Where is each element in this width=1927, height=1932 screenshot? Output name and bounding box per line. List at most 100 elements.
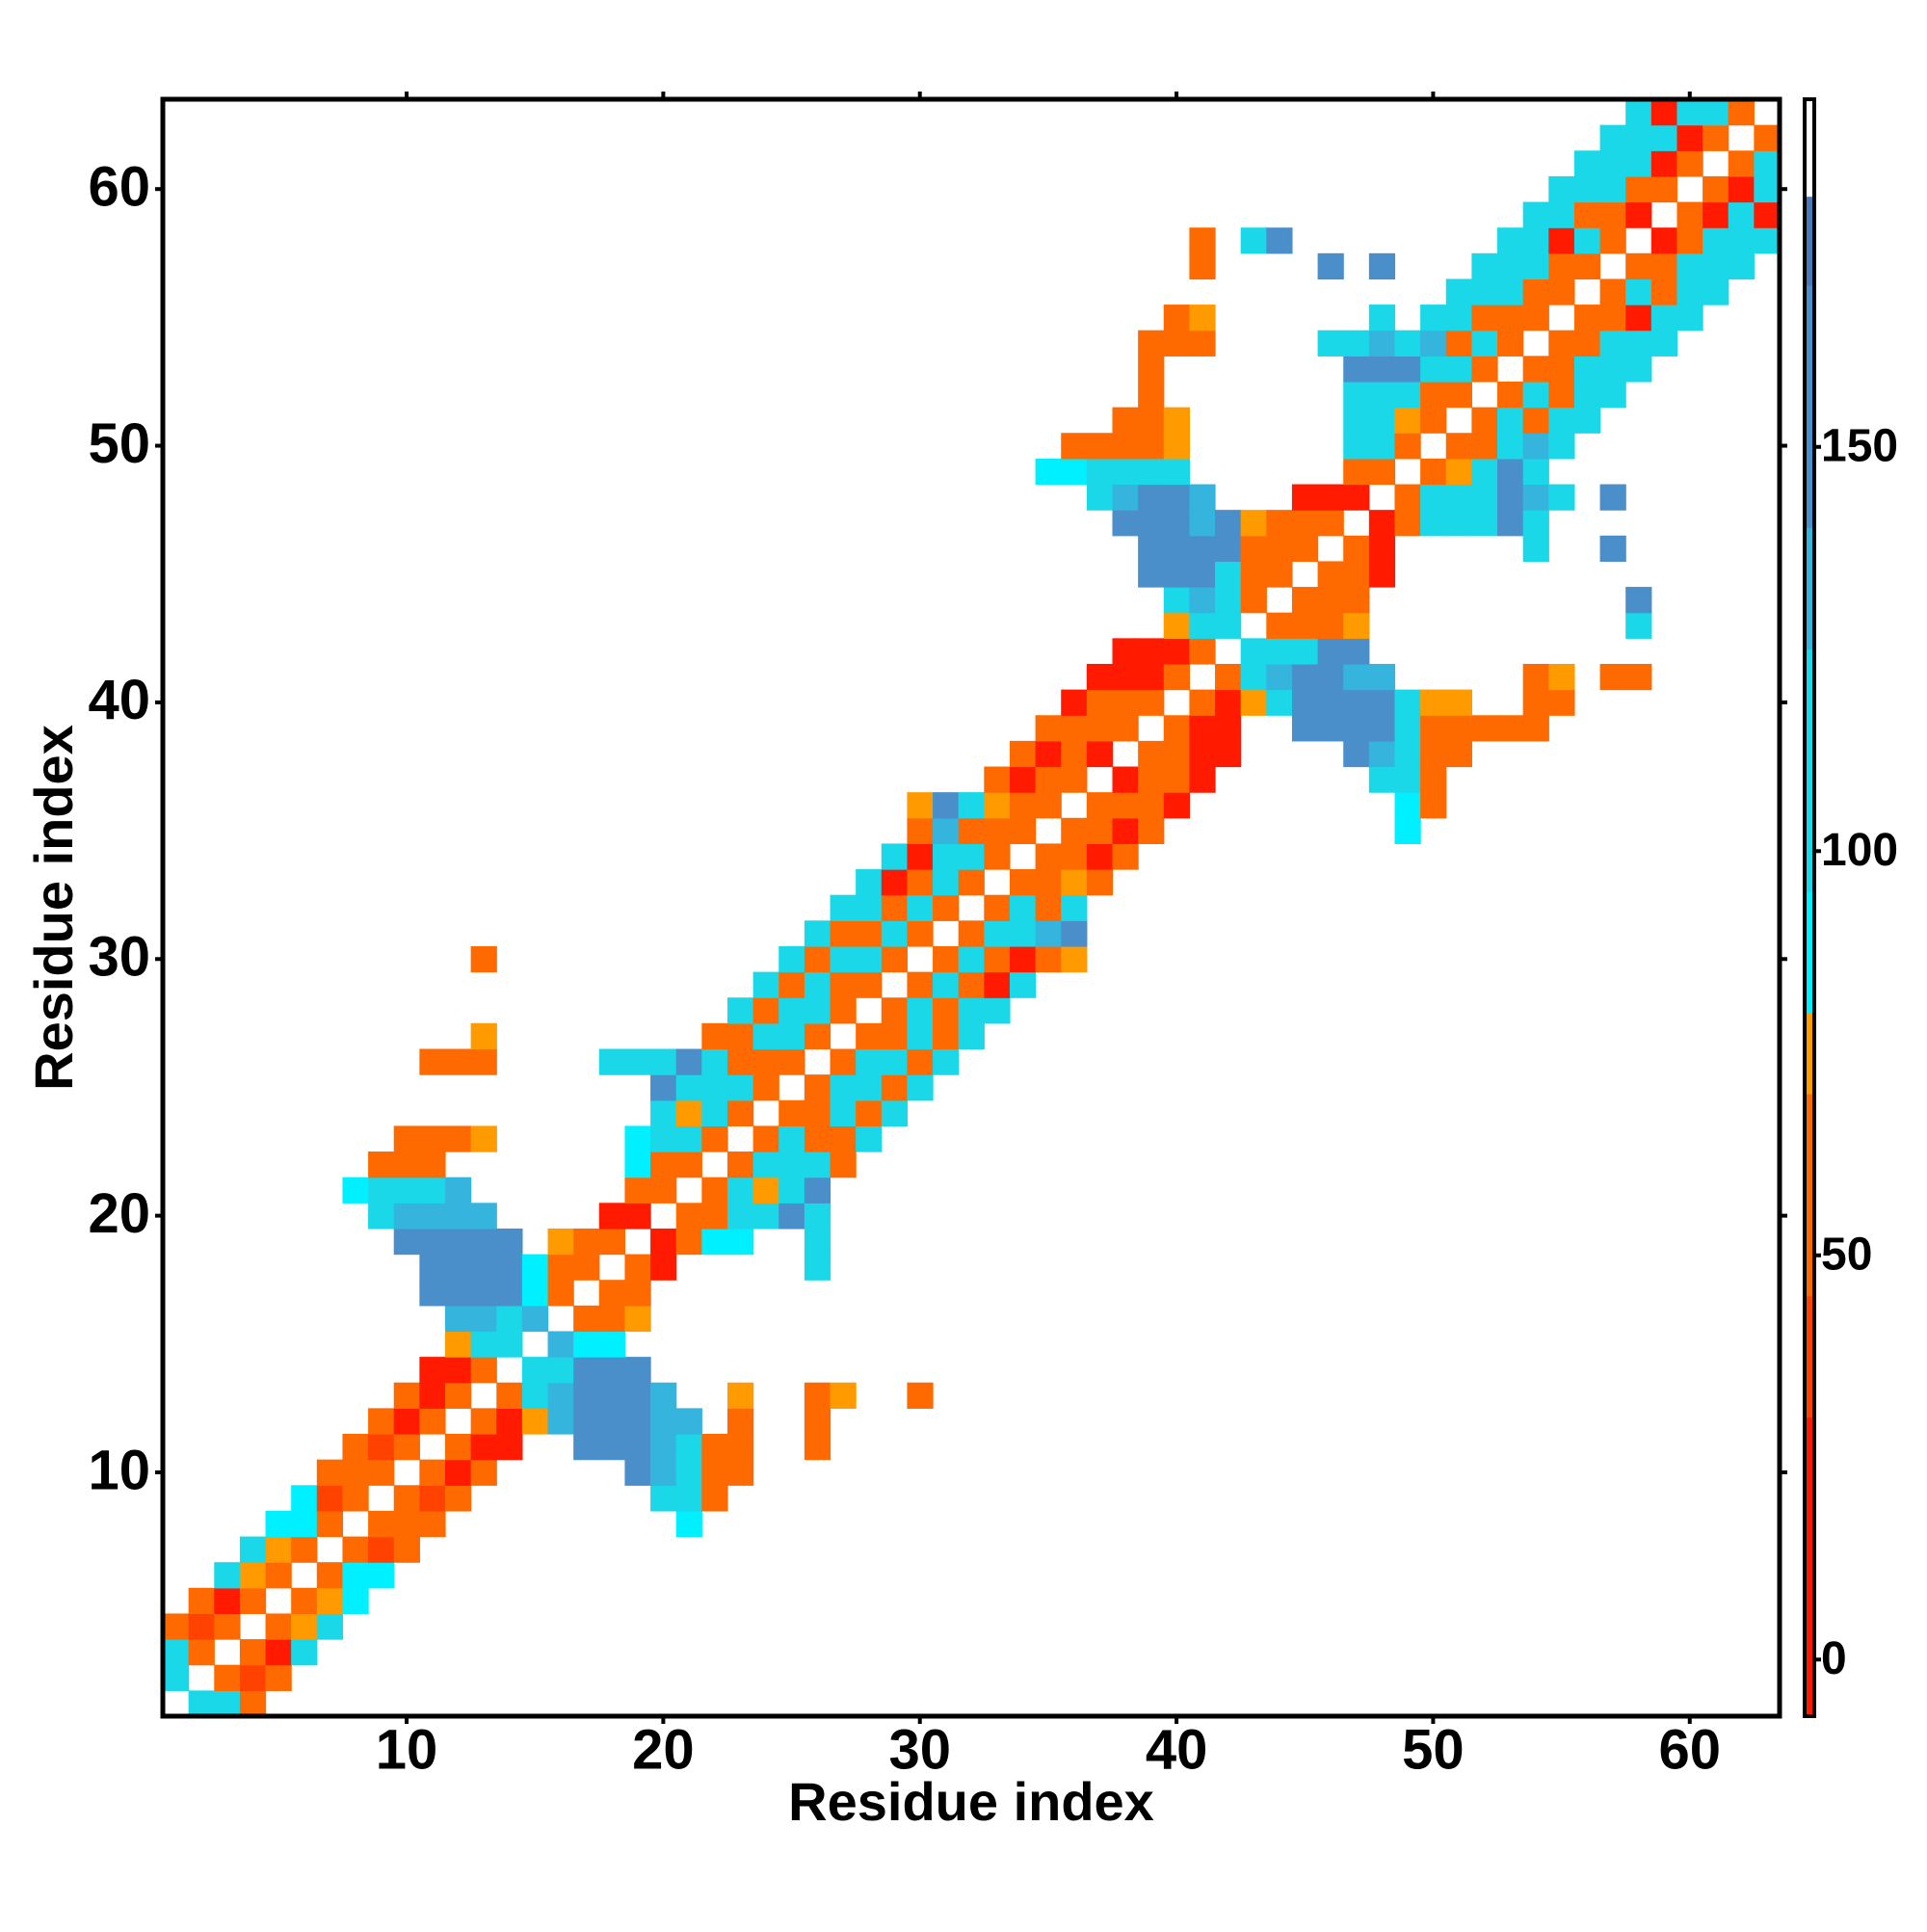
heatmap-cell xyxy=(470,1459,497,1486)
heatmap-cell xyxy=(1317,330,1344,357)
heatmap-cell xyxy=(444,1331,472,1358)
heatmap-cell xyxy=(1163,484,1190,511)
heatmap-cell xyxy=(470,1434,497,1461)
heatmap-cell xyxy=(188,1639,215,1666)
heatmap-cell xyxy=(1035,458,1062,486)
heatmap-cell xyxy=(1112,843,1139,870)
heatmap-cell xyxy=(779,1203,805,1230)
heatmap-cell xyxy=(1138,792,1165,819)
heatmap-cell xyxy=(675,1434,702,1461)
heatmap-cell xyxy=(419,1048,446,1075)
heatmap-cell xyxy=(984,894,1011,921)
heatmap-cell xyxy=(521,1305,549,1333)
heatmap-cell xyxy=(316,1587,344,1615)
heatmap-cell xyxy=(1138,638,1165,665)
heatmap-cell xyxy=(598,1203,626,1230)
y-tick-label: 20 xyxy=(88,1182,150,1245)
heatmap-cell xyxy=(1291,587,1319,614)
heatmap-cell xyxy=(496,1382,523,1409)
heatmap-cell xyxy=(291,1639,318,1666)
heatmap-cell xyxy=(573,1357,600,1384)
heatmap-cell xyxy=(1317,638,1344,665)
heatmap-cell xyxy=(1317,715,1344,742)
heatmap-cell xyxy=(573,1408,600,1435)
heatmap-cell xyxy=(188,1613,215,1640)
heatmap-cell xyxy=(1112,715,1139,742)
heatmap-cell xyxy=(624,1280,651,1307)
heatmap-cell xyxy=(1061,433,1088,460)
heatmap-cell xyxy=(1317,510,1344,537)
heatmap-cell xyxy=(573,1331,600,1358)
heatmap-cell xyxy=(1703,227,1729,254)
heatmap-cell xyxy=(1266,510,1293,537)
heatmap-cell xyxy=(779,1125,805,1152)
heatmap-cell xyxy=(984,792,1011,819)
heatmap-cell xyxy=(675,1485,702,1512)
heatmap-cell xyxy=(547,1408,574,1435)
heatmap-cell xyxy=(1625,278,1652,305)
heatmap-cell xyxy=(419,1125,446,1152)
heatmap-cell xyxy=(163,1664,190,1691)
x-tick-label: 40 xyxy=(1146,1718,1208,1781)
heatmap-cell xyxy=(984,945,1011,973)
heatmap-cell xyxy=(1548,175,1575,203)
heatmap-cell xyxy=(547,1331,574,1358)
heatmap-cell xyxy=(470,1331,497,1358)
heatmap-cell xyxy=(1343,535,1370,563)
colorbar-band xyxy=(1805,284,1814,529)
heatmap-cell xyxy=(1035,766,1062,793)
heatmap-cell xyxy=(907,997,934,1024)
heatmap-cell xyxy=(1189,740,1216,768)
heatmap-cell xyxy=(496,1331,523,1358)
heatmap-cell xyxy=(1189,484,1216,511)
heatmap-cell xyxy=(1625,175,1652,203)
heatmap-cell xyxy=(1035,894,1062,921)
heatmap-cell xyxy=(984,766,1011,793)
heatmap-cell xyxy=(393,1408,420,1435)
heatmap-cell xyxy=(1522,201,1549,228)
heatmap-cell xyxy=(1061,945,1088,973)
heatmap-cell xyxy=(1368,663,1396,691)
heatmap-cell xyxy=(1112,407,1139,434)
heatmap-cell xyxy=(444,1048,472,1075)
heatmap-cell xyxy=(1573,407,1601,434)
heatmap-cell xyxy=(1138,356,1165,383)
heatmap-cell xyxy=(547,1382,574,1409)
heatmap-cell xyxy=(470,1228,497,1256)
heatmap-cell xyxy=(444,1305,472,1333)
heatmap-cell xyxy=(1573,252,1601,280)
heatmap-cell xyxy=(1676,201,1703,228)
heatmap-cell xyxy=(1138,740,1165,768)
heatmap-cell xyxy=(881,894,909,921)
heatmap-cell xyxy=(726,1099,754,1126)
heatmap-cell xyxy=(856,1022,883,1050)
heatmap-cell xyxy=(856,894,883,921)
heatmap-cell xyxy=(419,1177,446,1204)
heatmap-cell xyxy=(804,1203,832,1230)
heatmap-cell xyxy=(624,1151,651,1178)
heatmap-cell xyxy=(624,1254,651,1281)
heatmap-cell xyxy=(881,1022,909,1050)
heatmap-cell xyxy=(701,1459,728,1486)
heatmap-cell xyxy=(701,1228,728,1256)
heatmap-cell xyxy=(316,1485,344,1512)
heatmap-cell xyxy=(804,1151,832,1178)
heatmap-cell xyxy=(1676,124,1703,151)
heatmap-cell xyxy=(1703,99,1729,126)
heatmap-cell xyxy=(958,843,985,870)
heatmap-cell xyxy=(1445,433,1472,460)
heatmap-cell xyxy=(1138,484,1165,511)
heatmap-cell xyxy=(419,1485,446,1512)
heatmap-cell xyxy=(1291,510,1319,537)
heatmap-cell xyxy=(804,971,832,998)
heatmap-cell xyxy=(1240,227,1267,254)
heatmap-cell xyxy=(1445,715,1472,742)
heatmap-cell xyxy=(752,1151,779,1178)
heatmap-cell xyxy=(1625,252,1652,280)
heatmap-cell xyxy=(1625,99,1652,126)
heatmap-cell xyxy=(1317,689,1344,716)
heatmap-cell xyxy=(1343,587,1370,614)
heatmap-cell xyxy=(265,1613,292,1640)
heatmap-cell xyxy=(675,1048,702,1075)
